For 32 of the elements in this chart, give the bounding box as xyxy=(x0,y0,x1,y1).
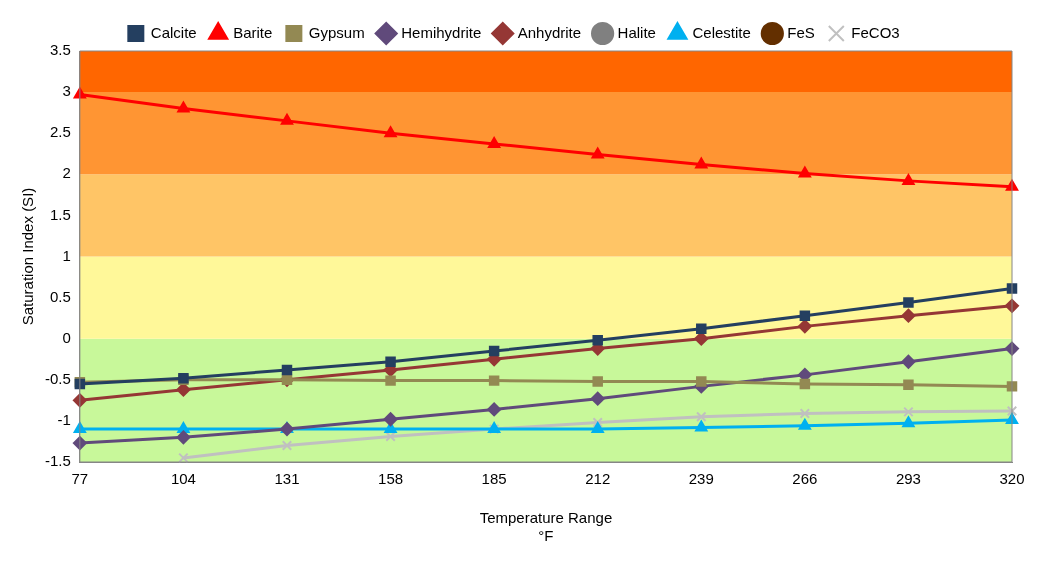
y-tick-label: 1 xyxy=(62,246,71,264)
y-axis-title: Saturation Index (SI) xyxy=(19,187,37,326)
legend-label: Halite xyxy=(617,23,656,41)
y-tick-label: 0 xyxy=(62,328,71,346)
legend-label: Celestite xyxy=(692,23,751,41)
y-tick-label: 1.5 xyxy=(49,205,71,223)
y-tick-label: 2 xyxy=(62,164,71,182)
legend-label: Hemihydrite xyxy=(401,23,482,41)
x-tick-label: 158 xyxy=(378,470,404,488)
y-tick-label: 2.5 xyxy=(49,123,71,141)
x-tick-label: 212 xyxy=(585,470,611,488)
legend-label: Barite xyxy=(233,23,273,41)
x-tick-label: 131 xyxy=(274,470,300,488)
y-tick-label: -0.5 xyxy=(44,369,71,387)
y-tick-label: 3.5 xyxy=(49,41,71,59)
y-tick-label: -1.5 xyxy=(44,452,71,470)
legend-label: FeS xyxy=(787,23,815,41)
y-tick-label: 0.5 xyxy=(49,287,71,305)
x-tick-label: 293 xyxy=(895,470,921,488)
x-tick-label: 239 xyxy=(688,470,714,488)
x-tick-label: 77 xyxy=(71,470,89,488)
x-axis-title: Temperature Range °F xyxy=(479,509,613,545)
legend-label: Gypsum xyxy=(308,23,365,41)
x-tick-label: 320 xyxy=(999,470,1025,488)
legend-label: Anhydrite xyxy=(517,23,582,41)
x-tick-label: 266 xyxy=(792,470,818,488)
x-tick-label: 185 xyxy=(481,470,507,488)
y-tick-label: -1 xyxy=(57,411,71,429)
legend-label: Calcite xyxy=(150,23,197,41)
legend-label: FeCO3 xyxy=(851,23,900,41)
x-tick-label: 104 xyxy=(170,470,196,488)
y-tick-label: 3 xyxy=(62,82,71,100)
